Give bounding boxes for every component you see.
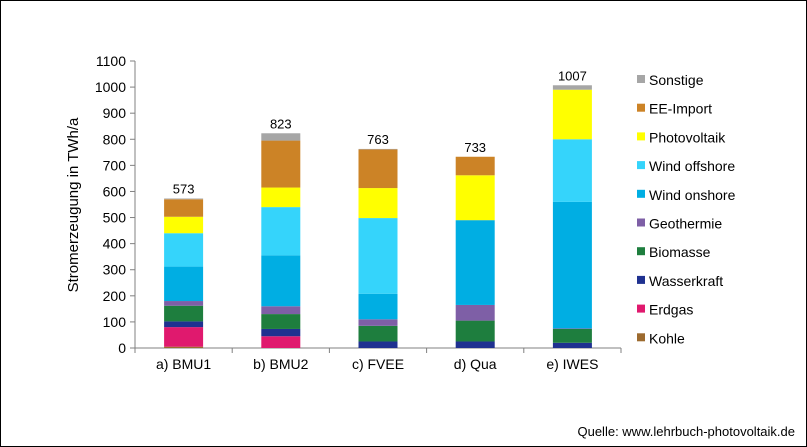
bar-segment-sonstige <box>164 198 204 200</box>
y-tick-label: 1000 <box>95 79 126 95</box>
axes: 0 100 200 300 400 500 600 700 800 900 1000 1100 <box>95 53 622 356</box>
bar-segment-wasserkraft <box>358 341 398 348</box>
bar-segment-wind-onshore <box>358 293 398 320</box>
legend-swatch-wind-onshore <box>637 189 645 198</box>
legend-label: Kohle <box>649 330 685 346</box>
bar-segment-ee-import <box>261 140 301 188</box>
bar-segment-wind-offshore <box>358 218 398 294</box>
legend-label: Biomasse <box>649 244 711 260</box>
legend-swatch-biomasse <box>637 247 645 256</box>
x-tick-label: b) BMU2 <box>253 356 308 372</box>
x-tick-label: a) BMU1 <box>156 356 211 372</box>
bar-segment-photovoltaik <box>261 187 301 208</box>
bar-segment-biomasse <box>455 320 495 342</box>
bar-segment-ee-import <box>455 156 495 176</box>
bar-segment-biomasse <box>358 325 398 342</box>
data-label-total: 573 <box>173 181 195 196</box>
bar-segment-wind-onshore <box>552 201 592 329</box>
x-tick-label: d) Qua <box>454 356 497 372</box>
bar-segment-ee-import <box>164 199 204 217</box>
data-label-total: 733 <box>464 140 486 155</box>
bar-segment-erdgas <box>261 336 301 348</box>
y-tick-label: 100 <box>103 314 127 330</box>
legend-label: EE-Import <box>649 101 712 117</box>
y-axis-title: Stromerzeugung in TWh/a <box>65 117 82 292</box>
data-label-total: 763 <box>367 132 389 147</box>
bar-segment-wind-offshore <box>552 139 592 202</box>
source-note: Quelle: www.lehrbuch-photovoltaik.de <box>577 424 795 439</box>
labels: a) BMU1 b) BMU2 c) FVEE d) Qua e) IWES 573 823… <box>156 68 598 372</box>
legend-swatch-wind-offshore <box>637 161 645 170</box>
bar-segment-geothermie <box>358 319 398 326</box>
bar-segment-geothermie <box>164 301 204 306</box>
legend-swatch-wasserkraft <box>637 275 645 284</box>
bar-segment-photovoltaik <box>358 188 398 219</box>
bar-segment-photovoltaik <box>552 89 592 140</box>
legend-swatch-kohle <box>637 333 645 342</box>
y-tick-label: 400 <box>103 236 127 252</box>
bar-segment-wind-offshore <box>164 233 204 267</box>
y-tick-label: 200 <box>103 288 127 304</box>
bars <box>164 85 592 348</box>
bar-segment-wasserkraft <box>261 328 301 337</box>
legend-label: Wasserkraft <box>649 273 723 289</box>
bar-segment-wind-onshore <box>164 266 204 302</box>
y-tick-label: 1100 <box>96 53 126 69</box>
data-label-total: 1007 <box>558 68 587 83</box>
bar-segment-biomasse <box>164 305 204 322</box>
bar-segment-sonstige <box>261 133 301 141</box>
bar-segment-biomasse <box>552 328 592 343</box>
bar-segment-ee-import <box>358 149 398 189</box>
bar-segment-wind-onshore <box>261 255 301 307</box>
bar-segment-erdgas <box>164 327 204 347</box>
y-tick-label: 300 <box>103 262 127 278</box>
bar-segment-photovoltaik <box>455 175 495 221</box>
legend-label: Wind offshore <box>649 158 735 174</box>
bar-segment-sonstige <box>552 85 592 90</box>
y-tick-label: 800 <box>103 131 127 147</box>
bar-segment-wind-onshore <box>455 220 495 305</box>
x-tick-label: e) IWES <box>546 356 598 372</box>
y-tick-label: 0 <box>118 340 126 356</box>
x-tick-label: c) FVEE <box>352 356 404 372</box>
bar-segment-wasserkraft <box>164 321 204 328</box>
legend-swatch-ee-import <box>637 103 645 112</box>
bar-segment-wasserkraft <box>552 342 592 348</box>
data-label-total: 823 <box>270 116 292 131</box>
legend-label: Sonstige <box>649 72 704 88</box>
bar-segment-geothermie <box>552 328 592 329</box>
bar-segment-biomasse <box>261 314 301 329</box>
legend-label: Erdgas <box>649 302 693 318</box>
y-tick-label: 900 <box>103 105 127 121</box>
legend-swatch-erdgas <box>637 304 645 313</box>
legend-swatch-geothermie <box>637 218 645 227</box>
y-tick-label: 500 <box>103 210 127 226</box>
bar-segment-geothermie <box>261 306 301 315</box>
bar-segment-geothermie <box>455 304 495 321</box>
bar-segment-kohle <box>164 346 204 348</box>
legend-swatch-sonstige <box>637 75 645 83</box>
legend: Sonstige EE-Import Photovoltaik Wind offsho… <box>637 72 736 346</box>
bar-segment-wind-offshore <box>261 207 301 256</box>
bar-segment-wasserkraft <box>455 341 495 348</box>
y-tick-label: 600 <box>103 183 127 199</box>
legend-label: Wind onshore <box>649 187 736 203</box>
legend-swatch-photovoltaik <box>637 132 645 141</box>
y-tick-label: 700 <box>103 157 127 173</box>
bar-segment-sonstige <box>358 148 398 150</box>
legend-label: Geothermie <box>649 216 722 232</box>
bar-segment-photovoltaik <box>164 216 204 234</box>
legend-label: Photovoltaik <box>649 129 726 145</box>
